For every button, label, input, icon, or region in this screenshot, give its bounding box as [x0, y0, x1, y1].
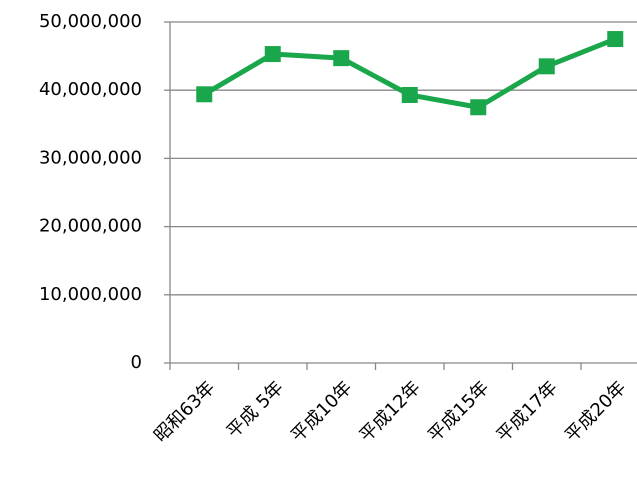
y-tick-label: 10,000,000	[39, 284, 142, 305]
x-tick-label: 平成10年	[287, 377, 356, 446]
y-tick-label: 20,000,000	[39, 216, 142, 237]
y-tick-label: 50,000,000	[39, 11, 142, 32]
y-tick-label: 30,000,000	[39, 147, 142, 168]
marker	[401, 86, 418, 103]
marker	[333, 50, 350, 67]
marker	[196, 86, 213, 103]
x-tick-label: 平成20年	[561, 377, 630, 446]
marker	[538, 58, 555, 75]
x-tick-label: 平成 5年	[223, 377, 288, 442]
x-tick-label: 昭和63年	[150, 377, 219, 446]
marker	[264, 46, 281, 63]
x-tick-label: 平成17年	[493, 377, 562, 446]
marker	[607, 31, 624, 48]
x-tick-label: 平成15年	[424, 377, 493, 446]
marker	[470, 99, 487, 116]
y-tick-label: 40,000,000	[39, 79, 142, 100]
x-tick-label: 平成12年	[356, 377, 425, 446]
y-tick-label: 0	[131, 352, 142, 373]
